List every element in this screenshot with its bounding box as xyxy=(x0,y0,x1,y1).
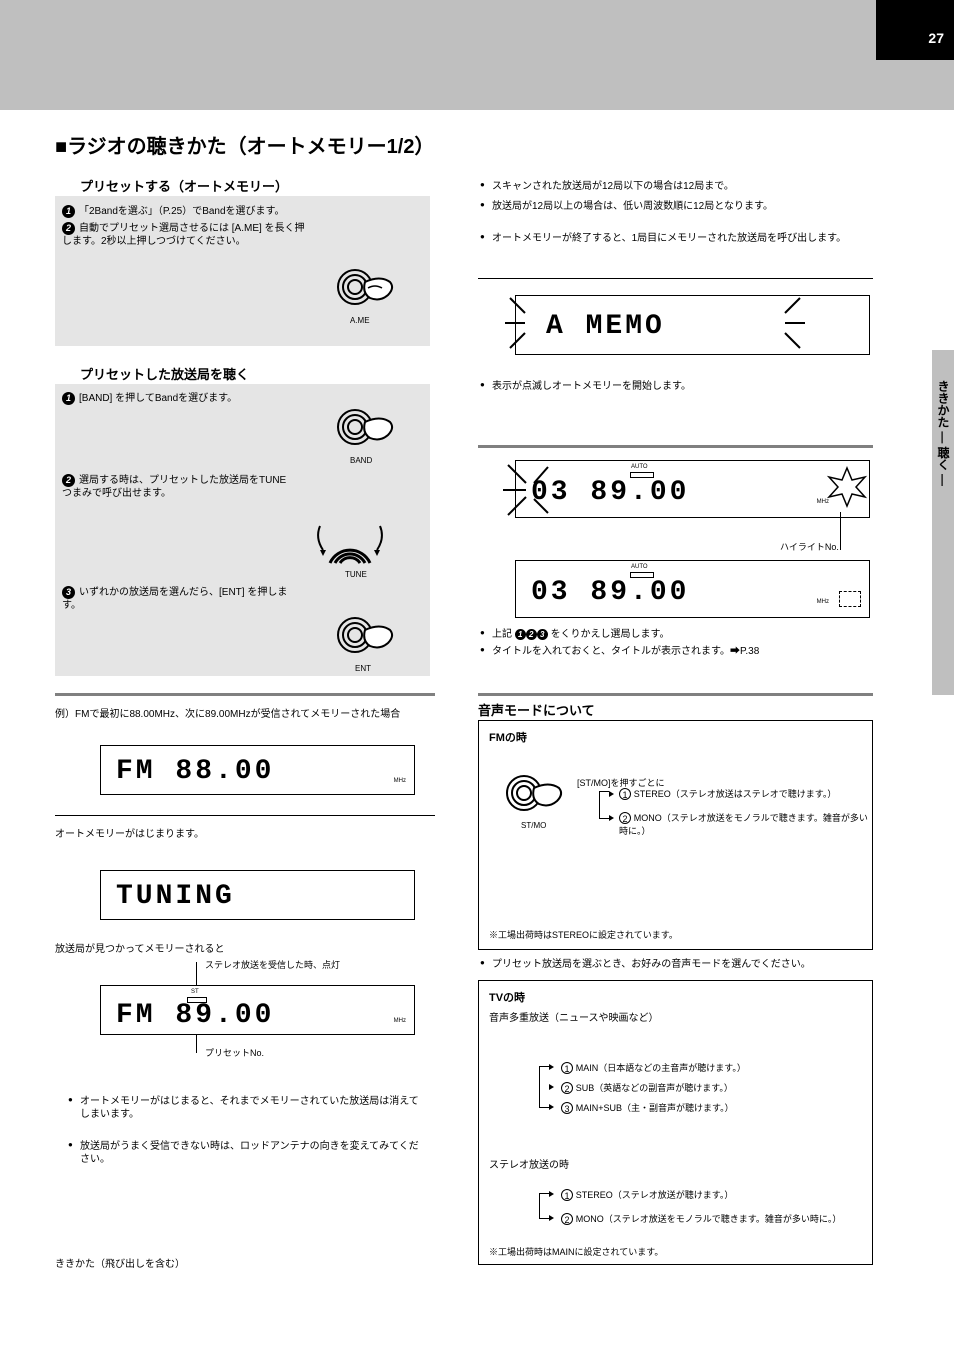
touch-icon-3 xyxy=(330,608,400,663)
bullet-right-1: スキャンされた放送局が12局以下の場合は12局まで。 xyxy=(480,180,870,193)
tv-note: ※工場出荷時はMAINに設定されています。 xyxy=(489,1245,663,1258)
page-tab: 27 xyxy=(876,0,954,60)
lcd-amemo: A MEMO xyxy=(515,295,870,355)
page-number: 27 xyxy=(928,30,944,46)
bullet-left-1: オートメモリーがはじまると、それまでメモリーされていた放送局は消えてしまいます。 xyxy=(68,1095,428,1121)
touch-icon-1 xyxy=(330,260,400,315)
subtitle-sound-modes: 音声モードについて xyxy=(478,700,595,719)
page-title: ■ラジオの聴きかた（オートメモリー1/2） xyxy=(55,130,434,159)
lcd-tuning: TUNING xyxy=(100,870,415,920)
divider-2 xyxy=(55,815,435,816)
touch-label-1: A.ME xyxy=(350,316,370,325)
bullet-right-3: オートメモリーが終了すると、1局目にメモリーされた放送局を呼び出します。 xyxy=(480,232,870,245)
example-header: 例）FMで最初に88.00MHz、次に89.00MHzが受信されてメモリーされた… xyxy=(55,705,425,720)
dial-icon xyxy=(305,518,395,568)
divider-r1 xyxy=(478,278,873,279)
flash-right-icon xyxy=(760,288,810,358)
bullet-right-4: 表示が点滅しオートメモリーを開始します。 xyxy=(480,380,870,393)
tv-sub1: 音声多重放送（ニュースや映画など） xyxy=(489,1009,659,1024)
divider-1 xyxy=(55,693,435,696)
memory-found-text: 放送局が見つかってメモリーされると xyxy=(55,940,225,955)
lcd-fm-8900: ST FM 89.00 MHz xyxy=(100,985,415,1035)
flash-left-icon xyxy=(500,288,550,358)
touch-label-3: ENT xyxy=(355,664,371,673)
fm-note: ※工場出荷時はSTEREOに設定されています。 xyxy=(489,928,678,941)
touch-label-2: BAND xyxy=(350,456,372,465)
bullet-sound-mode: プリセット放送局を選ぶとき、お好みの音声モードを選んでください。 xyxy=(480,958,870,971)
tv-title: TVの時 xyxy=(489,989,525,1005)
lcd-fm-8800: FM 88.00 MHz xyxy=(100,745,415,795)
divider-r3 xyxy=(478,693,873,696)
step-1-2: 2自動でプリセット選局させるには [A.ME] を長く押します。2秒以上押しつづ… xyxy=(62,222,307,248)
bullet-left-2: 放送局がうまく受信できない時は、ロッドアンテナの向きを変えてみてください。 xyxy=(68,1140,428,1166)
touch-icon-fm xyxy=(499,766,569,821)
lcd-p03-b: AUTO 03 89.00 MHz xyxy=(515,560,870,618)
subtitle-presetting: プリセットする（オートメモリー） xyxy=(80,176,288,195)
bullet-right-2: 放送局が12局以上の場合は、低い周波数順に12局となります。 xyxy=(480,200,870,213)
step-2-2: 2選局する時は、プリセットした放送局をTUNEつまみで呼び出せます。 xyxy=(62,474,292,500)
flash-burst-icon xyxy=(498,455,558,525)
fm-title: FMの時 xyxy=(489,729,527,745)
tv-sub2: ステレオ放送の時 xyxy=(489,1156,569,1171)
bottom-note: ききかた（飛び出しを含む） xyxy=(55,1255,185,1270)
annotation-preset: プリセットNo. xyxy=(205,1046,264,1059)
side-bar-label: ききかた — 聴く — xyxy=(935,380,952,486)
lcd-p03-a: AUTO 03 89.00 MHz xyxy=(515,460,870,518)
divider-r2 xyxy=(478,445,873,448)
touch-icon-2 xyxy=(330,400,400,455)
step-2-3: 3いずれかの放送局を選んだら、[ENT] を押します。 xyxy=(62,586,292,612)
dial-label: TUNE xyxy=(345,570,367,579)
auto-start-text: オートメモリーがはじまります。 xyxy=(55,825,204,840)
tv-mode-box: TVの時 音声多重放送（ニュースや映画など） 1 MAIN（日本語などの主音声が… xyxy=(478,980,873,1265)
subtitle-preset-listen: プリセットした放送局を聴く xyxy=(80,364,249,383)
step-2-1: 1[BAND] を押してBandを選びます。 xyxy=(62,392,292,405)
fm-mode-box: FMの時 ST/MO [ST/MO]を押すごとに 1 STEREO（ステレオ放送… xyxy=(478,720,873,950)
annotation-stereo: ステレオ放送を受信した時、点灯 xyxy=(205,958,340,971)
bullet-right-6: タイトルを入れておくと、タイトルが表示されます。➡P.38 xyxy=(480,645,870,658)
annotation-highlight: ハイライトNo. xyxy=(780,540,839,553)
star-burst-icon xyxy=(825,465,870,510)
step-1-1: 1「2Bandを選ぶ」（P.25）でBandを選びます。 xyxy=(62,205,312,218)
bullet-right-5: 上記 123 をくりかえし選局します。 xyxy=(480,628,870,641)
header-bar xyxy=(0,0,954,110)
